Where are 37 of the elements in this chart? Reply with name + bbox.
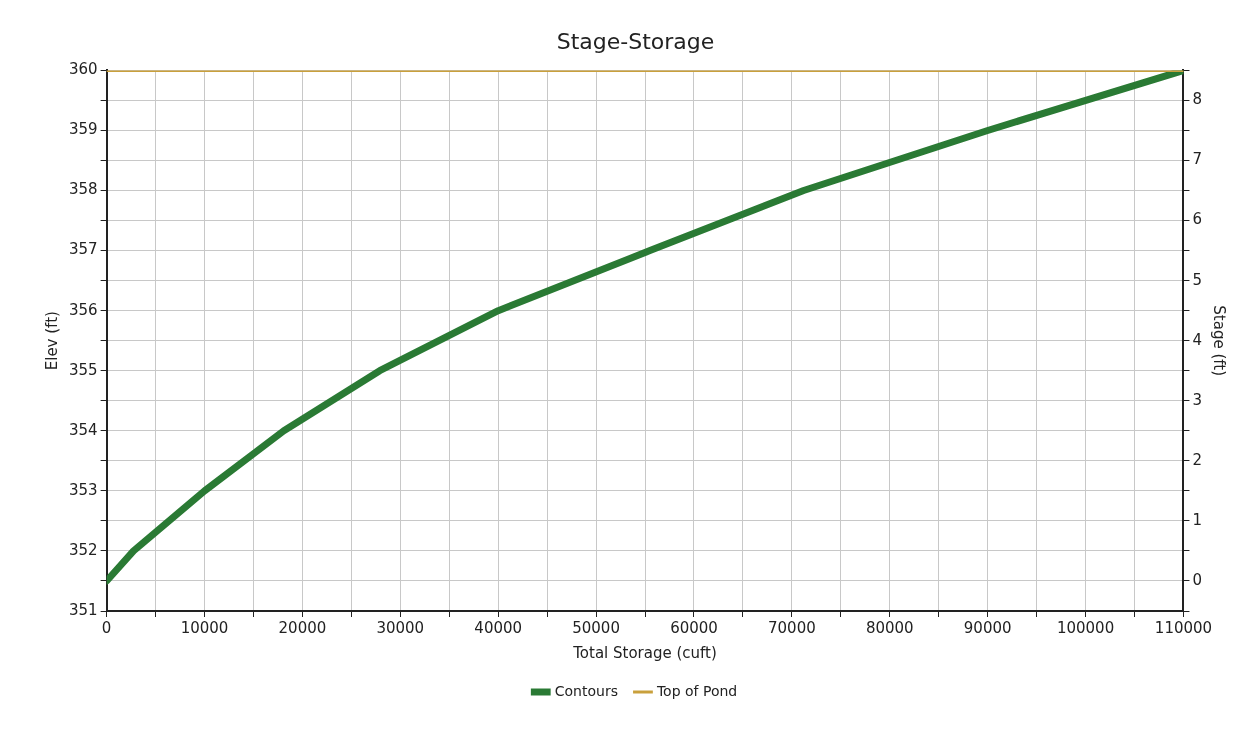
chart-title: Stage-Storage: [556, 28, 715, 54]
x-tick-label: 0: [101, 618, 112, 637]
y2-tick-label: 2: [1192, 450, 1202, 469]
y-tick-label: 355: [68, 360, 98, 379]
x-tick-label: 110000: [1154, 618, 1213, 637]
y2-tick-label: 5: [1192, 270, 1202, 289]
y2-tick-label: 8: [1192, 90, 1202, 109]
legend-label: Contours: [554, 682, 618, 699]
y2-tick-label: 7: [1192, 150, 1202, 169]
x-tick-label: 100000: [1056, 618, 1115, 637]
x-tick-label: 40000: [474, 618, 523, 637]
y2-tick-label: 6: [1192, 210, 1202, 229]
x-tick-label: 20000: [278, 618, 327, 637]
x-axis-title: Total Storage (cuft): [572, 643, 717, 662]
y-tick-label: 352: [68, 540, 98, 559]
y-axis-title: Elev (ft): [42, 311, 61, 371]
y-tick-label: 354: [68, 420, 98, 439]
y-tick-label: 358: [68, 180, 98, 199]
y2-tick-label: 1: [1192, 510, 1202, 529]
y2-tick-label: 0: [1192, 570, 1202, 589]
y-tick-label: 359: [68, 120, 98, 139]
x-tick-label: 30000: [376, 618, 425, 637]
x-tick-label: 70000: [768, 618, 816, 637]
y-tick-label: 353: [68, 480, 98, 499]
y2-axis-title: Stage (ft): [1210, 305, 1229, 377]
x-tick-label: 80000: [865, 618, 914, 637]
y-tick-label: 357: [68, 240, 98, 259]
legend-label: Top of Pond: [655, 682, 738, 699]
y-tick-label: 356: [68, 300, 98, 319]
y-tick-label: 351: [68, 600, 98, 619]
x-tick-label: 90000: [963, 618, 1012, 637]
y2-tick-label: 4: [1192, 330, 1202, 349]
y2-tick-label: 3: [1192, 390, 1202, 409]
x-tick-label: 50000: [572, 618, 620, 637]
y-tick-label: 360: [68, 60, 98, 79]
x-tick-label: 10000: [180, 618, 229, 637]
x-tick-label: 60000: [670, 618, 718, 637]
